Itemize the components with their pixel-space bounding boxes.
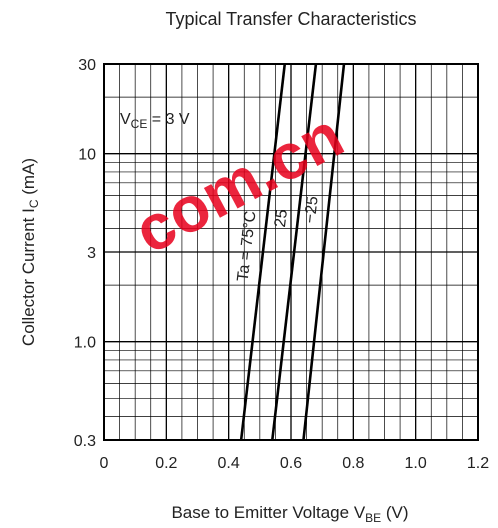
x-axis-label-main: Base to Emitter Voltage V — [171, 503, 365, 522]
x-tick-label: 0.4 — [218, 455, 240, 472]
y-tick-label: 3 — [87, 245, 96, 262]
plot-area — [103, 63, 479, 441]
y-axis-label: Collector Current IC (mA) — [19, 158, 41, 346]
y-tick-labels: 0.3 1.0 3 10 30 — [74, 57, 96, 450]
series-line-1 — [271, 63, 318, 441]
series-line-2 — [302, 63, 346, 441]
y-tick-label: 0.3 — [74, 433, 96, 450]
x-tick-label: 0.2 — [155, 455, 177, 472]
x-axis-label: Base to Emitter Voltage VBE (V) — [171, 503, 408, 525]
y-tick-label: 10 — [78, 147, 96, 164]
condition-main: V — [120, 111, 131, 128]
x-tick-label: 0.8 — [342, 455, 364, 472]
x-tick-label: 0 — [100, 455, 109, 472]
x-tick-labels: 0 0.2 0.4 0.6 0.8 1.0 1.2 — [100, 455, 490, 472]
chart-title: Typical Transfer Characteristics — [165, 9, 416, 29]
x-tick-label: 1.0 — [405, 455, 427, 472]
series-lines — [239, 63, 346, 441]
y-axis-label-main: Collector Current I — [19, 208, 38, 346]
y-tick-label: 1.0 — [74, 335, 96, 352]
condition-rest: = 3 V — [147, 111, 190, 128]
major-grid — [104, 64, 478, 440]
y-tick-label: 30 — [78, 57, 96, 74]
y-axis-label-sub: C — [27, 199, 41, 208]
x-tick-label: 0.6 — [280, 455, 302, 472]
series-label-2: −25 — [302, 195, 322, 224]
y-axis-label-unit: (mA) — [19, 158, 38, 200]
series-line-0 — [239, 63, 287, 441]
x-tick-label: 1.2 — [467, 455, 489, 472]
x-axis-label-sub: BE — [365, 511, 381, 525]
condition-annotation: VCE = 3 V — [120, 111, 190, 131]
x-axis-label-unit: (V) — [381, 503, 408, 522]
series-label-1: 25 — [272, 208, 291, 228]
condition-sub: CE — [131, 117, 148, 131]
